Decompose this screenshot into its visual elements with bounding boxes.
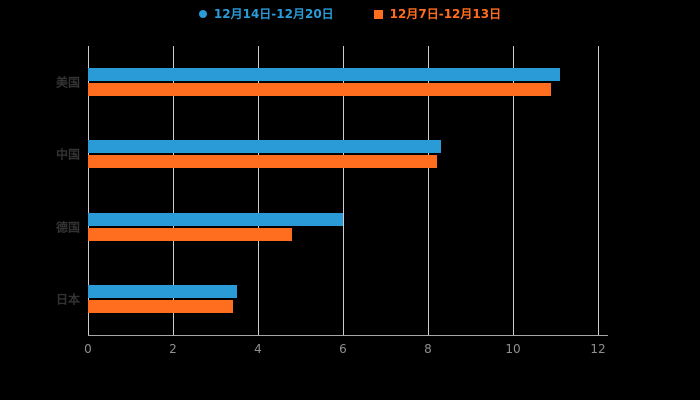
x-axis-tick-label: 2 xyxy=(169,342,177,356)
x-axis-tick-label: 10 xyxy=(505,342,521,356)
y-axis-category-label: 德国 xyxy=(55,220,80,235)
y-axis-category-label: 美国 xyxy=(55,75,80,90)
bar-日本-series-0[interactable] xyxy=(88,284,237,298)
legend-item-series-0[interactable]: 12月14日-12月20日 xyxy=(198,7,334,21)
square-marker-icon xyxy=(373,9,383,19)
x-axis-line xyxy=(88,335,608,336)
x-axis-tick-label: 12 xyxy=(590,342,606,356)
bar-中国-series-0[interactable] xyxy=(88,140,441,154)
gridline-x-10 xyxy=(513,46,514,335)
bar-日本-series-1[interactable] xyxy=(88,299,233,313)
gridline-x-8 xyxy=(428,46,429,335)
gridline-x-2 xyxy=(173,46,174,335)
bar-美国-series-1[interactable] xyxy=(88,83,552,97)
legend-label: 12月14日-12月20日 xyxy=(213,7,334,21)
y-axis-category-label: 中国 xyxy=(55,147,80,162)
x-axis-tick-label: 8 xyxy=(424,342,432,356)
bar-中国-series-1[interactable] xyxy=(88,155,437,169)
gridline-x-4 xyxy=(258,46,259,335)
bar-德国-series-0[interactable] xyxy=(88,212,343,226)
bar-德国-series-1[interactable] xyxy=(88,227,292,241)
x-axis-tick-label: 6 xyxy=(339,342,347,356)
gridline-x-12 xyxy=(598,46,599,335)
bar-美国-series-0[interactable] xyxy=(88,68,560,82)
legend-item-series-1[interactable]: 12月7日-12月13日 xyxy=(373,7,502,21)
gridline-x-0 xyxy=(88,46,89,335)
circle-marker-icon xyxy=(198,10,207,18)
y-axis-category-label: 日本 xyxy=(55,292,80,307)
x-axis-tick-label: 4 xyxy=(254,342,262,356)
legend-label: 12月7日-12月13日 xyxy=(389,7,502,21)
chart-legend: 12月14日-12月20日 12月7日-12月13日 xyxy=(0,7,700,21)
x-axis-tick-label: 0 xyxy=(84,342,92,356)
gridline-x-6 xyxy=(343,46,344,335)
